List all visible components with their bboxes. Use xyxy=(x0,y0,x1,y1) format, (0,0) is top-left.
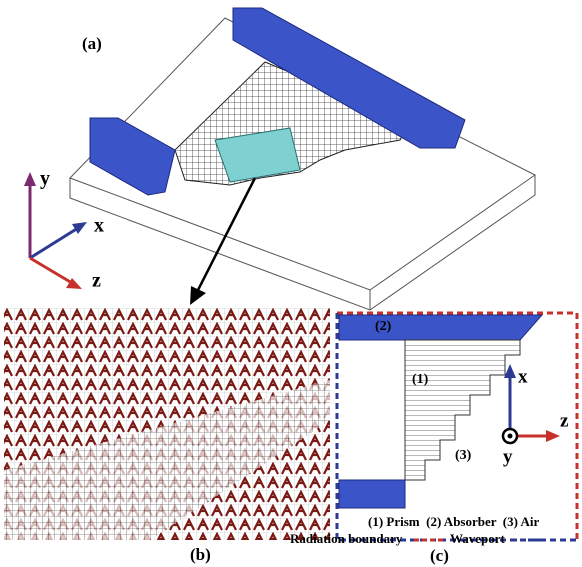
axis-z xyxy=(30,258,72,283)
axis-x xyxy=(30,228,78,258)
axis-y-dot xyxy=(508,434,513,439)
arrow-head xyxy=(504,364,516,378)
absorber xyxy=(339,480,405,508)
axis-label: x xyxy=(94,215,104,237)
legend-radiation: Radiation boundary xyxy=(290,531,403,546)
arrow-head xyxy=(24,172,36,186)
axis-label: z xyxy=(560,410,569,431)
region-label: (3) xyxy=(455,448,472,463)
axis-label: x xyxy=(518,366,528,387)
axis-label: y xyxy=(503,446,513,467)
absorber-left xyxy=(90,118,175,195)
axis-label: z xyxy=(92,270,101,292)
region-label: (2) xyxy=(375,319,392,334)
outer-box-side xyxy=(70,175,535,310)
panel-label: (a) xyxy=(82,34,102,53)
panel-a: (a) y x z xyxy=(24,8,535,310)
region-label: (1) xyxy=(412,372,429,387)
panel-c: (2) (1) (3) x z y (1) Prism (2) Absorber… xyxy=(290,313,577,565)
arrow-head xyxy=(546,430,560,442)
absorber xyxy=(339,315,542,340)
zoom-arrow xyxy=(197,178,255,292)
arrow-head xyxy=(72,222,87,234)
axis-label: y xyxy=(40,168,50,190)
figure: (a) y x z (b) (2) (1) (3) x z y xyxy=(0,0,582,567)
legend-waveport: Waveport xyxy=(450,531,506,546)
panel-label: (c) xyxy=(430,546,449,565)
panel-label: (b) xyxy=(190,545,211,564)
legend-regions: (1) Prism (2) Absorber (3) Air xyxy=(368,514,539,529)
panel-b: (b) xyxy=(4,308,330,564)
